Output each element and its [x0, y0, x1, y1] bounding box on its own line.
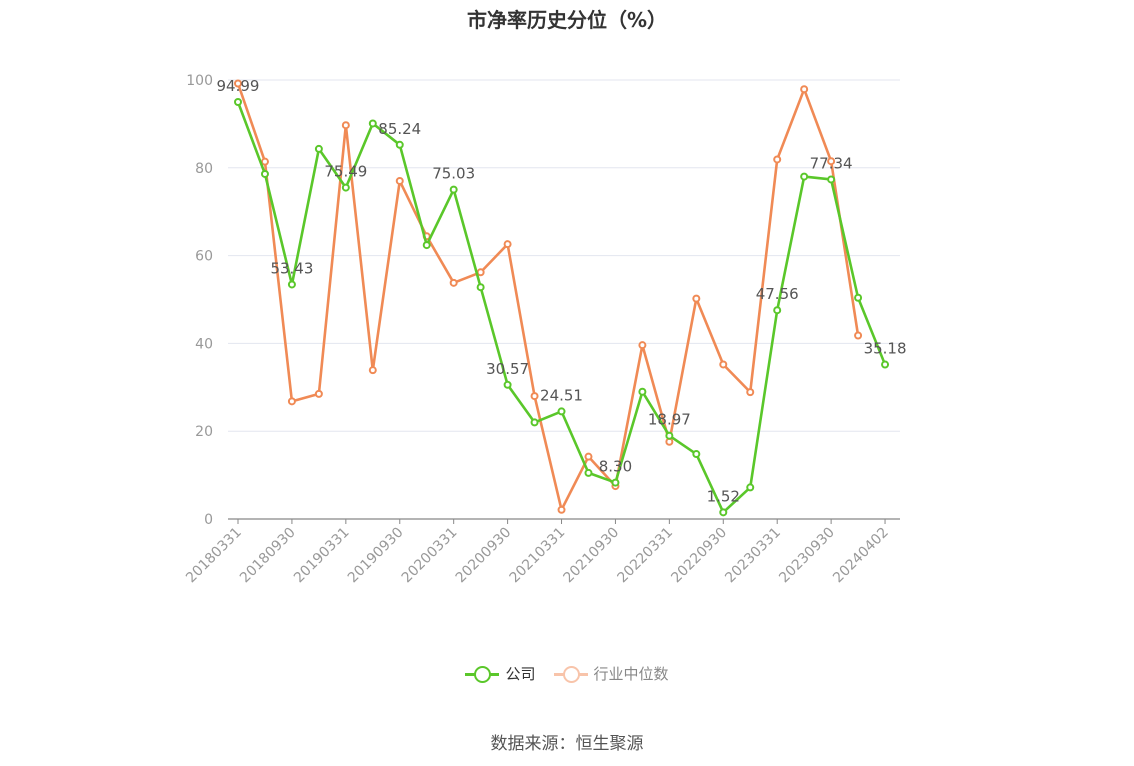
- company-point: [854, 293, 863, 302]
- company-point: [530, 418, 539, 427]
- company-point: [800, 172, 809, 181]
- company-point: [368, 119, 377, 128]
- axes: 0 20 40 60 80 100 2018033120180930201903312019…: [183, 73, 900, 586]
- industry-point: [368, 366, 377, 375]
- company-point: [611, 478, 620, 487]
- industry-point: [854, 331, 863, 340]
- company-point: [395, 140, 404, 149]
- company-point: [476, 283, 485, 292]
- company-data-label: 94.99: [217, 77, 260, 95]
- legend-industry-marker: [553, 664, 588, 684]
- legend-industry-label: 行业中位数: [593, 665, 669, 683]
- company-data-label: 18.97: [648, 411, 691, 429]
- x-tick-label: 20180930: [237, 525, 299, 587]
- company-data-label: 30.57: [486, 360, 529, 378]
- company-data-label: 85.24: [378, 120, 421, 138]
- data-source: 数据来源：恒生聚源: [490, 734, 644, 754]
- company-data-label: 1.52: [707, 487, 740, 505]
- industry-point: [476, 268, 485, 277]
- company-point: [449, 185, 458, 194]
- industry-point: [530, 392, 539, 401]
- industry-point: [287, 397, 296, 406]
- x-tick-label: 20230930: [776, 525, 838, 587]
- y-tick-label: 60: [195, 249, 213, 265]
- industry-point: [341, 121, 350, 130]
- series-lines: [234, 79, 890, 517]
- industry-point: [719, 360, 728, 369]
- company-point: [665, 431, 674, 440]
- y-tick-label: 0: [204, 512, 213, 528]
- company-data-label: 75.03: [432, 165, 475, 183]
- industry-point: [827, 157, 836, 166]
- x-tick-label: 20230331: [722, 525, 784, 587]
- company-point: [314, 144, 323, 153]
- y-tick-label: 20: [195, 424, 213, 440]
- company-point: [827, 175, 836, 184]
- company-point: [584, 468, 593, 477]
- industry-point: [746, 388, 755, 397]
- company-point: [341, 183, 350, 192]
- y-tick-label: 40: [195, 336, 213, 352]
- x-tick-label: 20220331: [614, 525, 676, 587]
- company-data-label: 8.30: [599, 458, 632, 476]
- x-tick-label: 20210331: [507, 525, 569, 587]
- legend: 公司 行业中位数: [0, 663, 1134, 684]
- legend-item-industry[interactable]: 行业中位数: [553, 663, 669, 684]
- legend-company-marker: [465, 664, 500, 684]
- legend-item-company[interactable]: 公司: [465, 663, 536, 684]
- industry-point: [800, 85, 809, 94]
- company-point: [234, 97, 242, 106]
- company-data-label: 24.51: [540, 386, 583, 404]
- industry-point: [503, 240, 512, 249]
- company-point: [422, 241, 431, 250]
- legend-company-label: 公司: [505, 665, 536, 683]
- industry-point: [314, 389, 323, 398]
- y-tick-label: 100: [186, 73, 213, 89]
- company-point: [746, 483, 755, 492]
- x-tick-label: 20190930: [345, 525, 407, 587]
- company-data-label: 75.49: [324, 163, 367, 181]
- grid-lines: [228, 79, 900, 432]
- chart-title: 市净率历史分位（%）: [466, 8, 668, 32]
- x-tick-label: 20220930: [668, 525, 730, 587]
- x-tick-label: 20240402: [830, 525, 892, 587]
- y-tick-label: 80: [195, 161, 213, 177]
- x-tick-label: 20200331: [399, 525, 461, 587]
- company-point: [881, 360, 890, 369]
- industry-point: [260, 157, 269, 166]
- x-tick-label: 20190331: [291, 525, 353, 587]
- company-point: [719, 508, 728, 517]
- industry-point: [773, 155, 782, 164]
- industry-point: [638, 341, 647, 350]
- company-data-label: 77.34: [810, 154, 853, 172]
- company-data-label: 35.18: [864, 340, 907, 358]
- industry-point: [692, 294, 701, 303]
- industry-point: [234, 79, 242, 88]
- data-labels: 94.99 53.43 75.49 85.24 75.03 30.57 24.51 8.30 1…: [217, 77, 907, 505]
- industry-point: [449, 278, 458, 287]
- company-point: [503, 380, 512, 389]
- industry-point: [395, 176, 404, 185]
- industry-point: [584, 452, 593, 461]
- company-point: [557, 407, 566, 416]
- industry-series-line: [236, 83, 860, 512]
- company-data-label: 53.43: [270, 259, 313, 277]
- x-tick-label: 20210930: [561, 525, 623, 587]
- company-data-label: 47.56: [756, 285, 799, 303]
- x-tick-label: 20180331: [183, 525, 245, 587]
- company-point: [773, 306, 782, 315]
- company-point: [692, 450, 701, 459]
- company-point: [638, 387, 647, 396]
- industry-point: [557, 505, 566, 514]
- company-point: [287, 280, 296, 289]
- x-tick-label: 20200930: [453, 525, 515, 587]
- company-point: [260, 169, 269, 178]
